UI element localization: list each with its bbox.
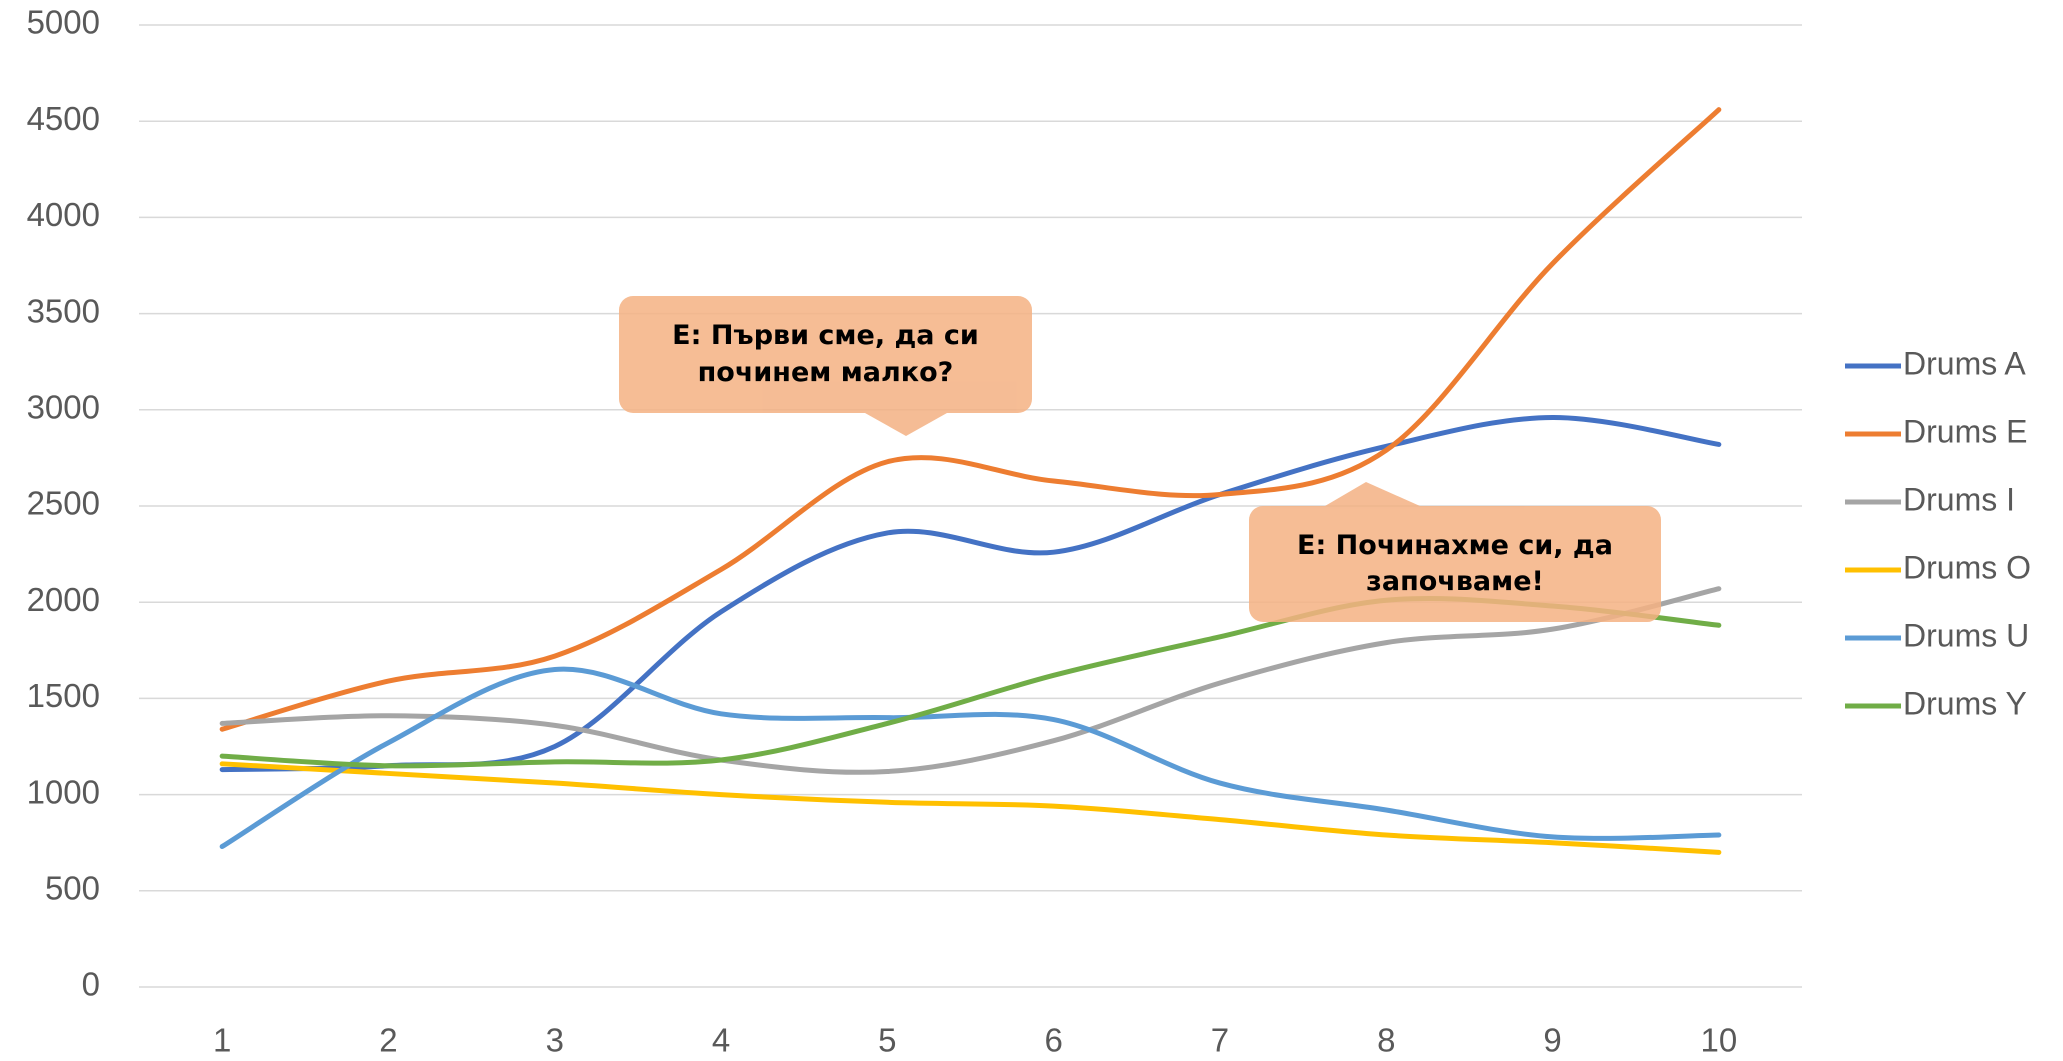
annotation: Е: Първи сме, да си починем малко? xyxy=(672,320,979,388)
legend-label: Drums U xyxy=(1903,617,2029,653)
y-tick-label: 4000 xyxy=(27,196,100,233)
y-tick-label: 500 xyxy=(45,870,100,907)
series-line xyxy=(219,107,1722,732)
legend-label: Drums O xyxy=(1903,549,2031,585)
x-tick-label: 2 xyxy=(379,1022,397,1059)
x-tick-label: 10 xyxy=(1700,1022,1737,1059)
series-line xyxy=(219,666,1722,850)
annotation: Е: Починахме си, да започваме! xyxy=(1297,529,1613,597)
legend-label: Drums Y xyxy=(1903,685,2027,721)
x-tick-label: 4 xyxy=(712,1022,730,1059)
legend-label: Drums A xyxy=(1903,345,2026,381)
y-tick-label: 3000 xyxy=(27,389,100,426)
callout-pointer xyxy=(1325,482,1420,506)
callout xyxy=(619,296,1032,436)
x-tick-label: 5 xyxy=(878,1022,896,1059)
x-tick-label: 3 xyxy=(546,1022,564,1059)
callout-box xyxy=(1249,506,1661,622)
x-tick-label: 7 xyxy=(1211,1022,1229,1059)
series-line xyxy=(219,586,1722,775)
x-tick-label: 8 xyxy=(1377,1022,1395,1059)
x-tick-label: 9 xyxy=(1543,1022,1561,1059)
legend-label: Drums E xyxy=(1903,413,2027,449)
legend-label: Drums I xyxy=(1903,481,2015,517)
y-tick-label: 1500 xyxy=(27,677,100,714)
y-tick-label: 0 xyxy=(82,966,100,1003)
series-line xyxy=(219,595,1722,769)
y-tick-label: 4500 xyxy=(27,100,100,137)
y-tick-label: 2500 xyxy=(27,485,100,522)
y-tick-label: 3500 xyxy=(27,292,100,329)
callout-text-box: Е: Първи сме, да си починем малко? xyxy=(672,320,979,388)
x-tick-label: 1 xyxy=(213,1022,231,1059)
callout-box xyxy=(619,296,1032,413)
x-tick-label: 6 xyxy=(1044,1022,1062,1059)
y-tick-label: 2000 xyxy=(27,581,100,618)
callout-pointer xyxy=(865,413,947,436)
y-tick-label: 5000 xyxy=(27,4,100,41)
callout xyxy=(1249,482,1661,622)
callout-text-box: Е: Починахме си, да започваме! xyxy=(1297,529,1613,597)
y-tick-label: 1000 xyxy=(27,773,100,810)
series-line xyxy=(219,761,1722,855)
